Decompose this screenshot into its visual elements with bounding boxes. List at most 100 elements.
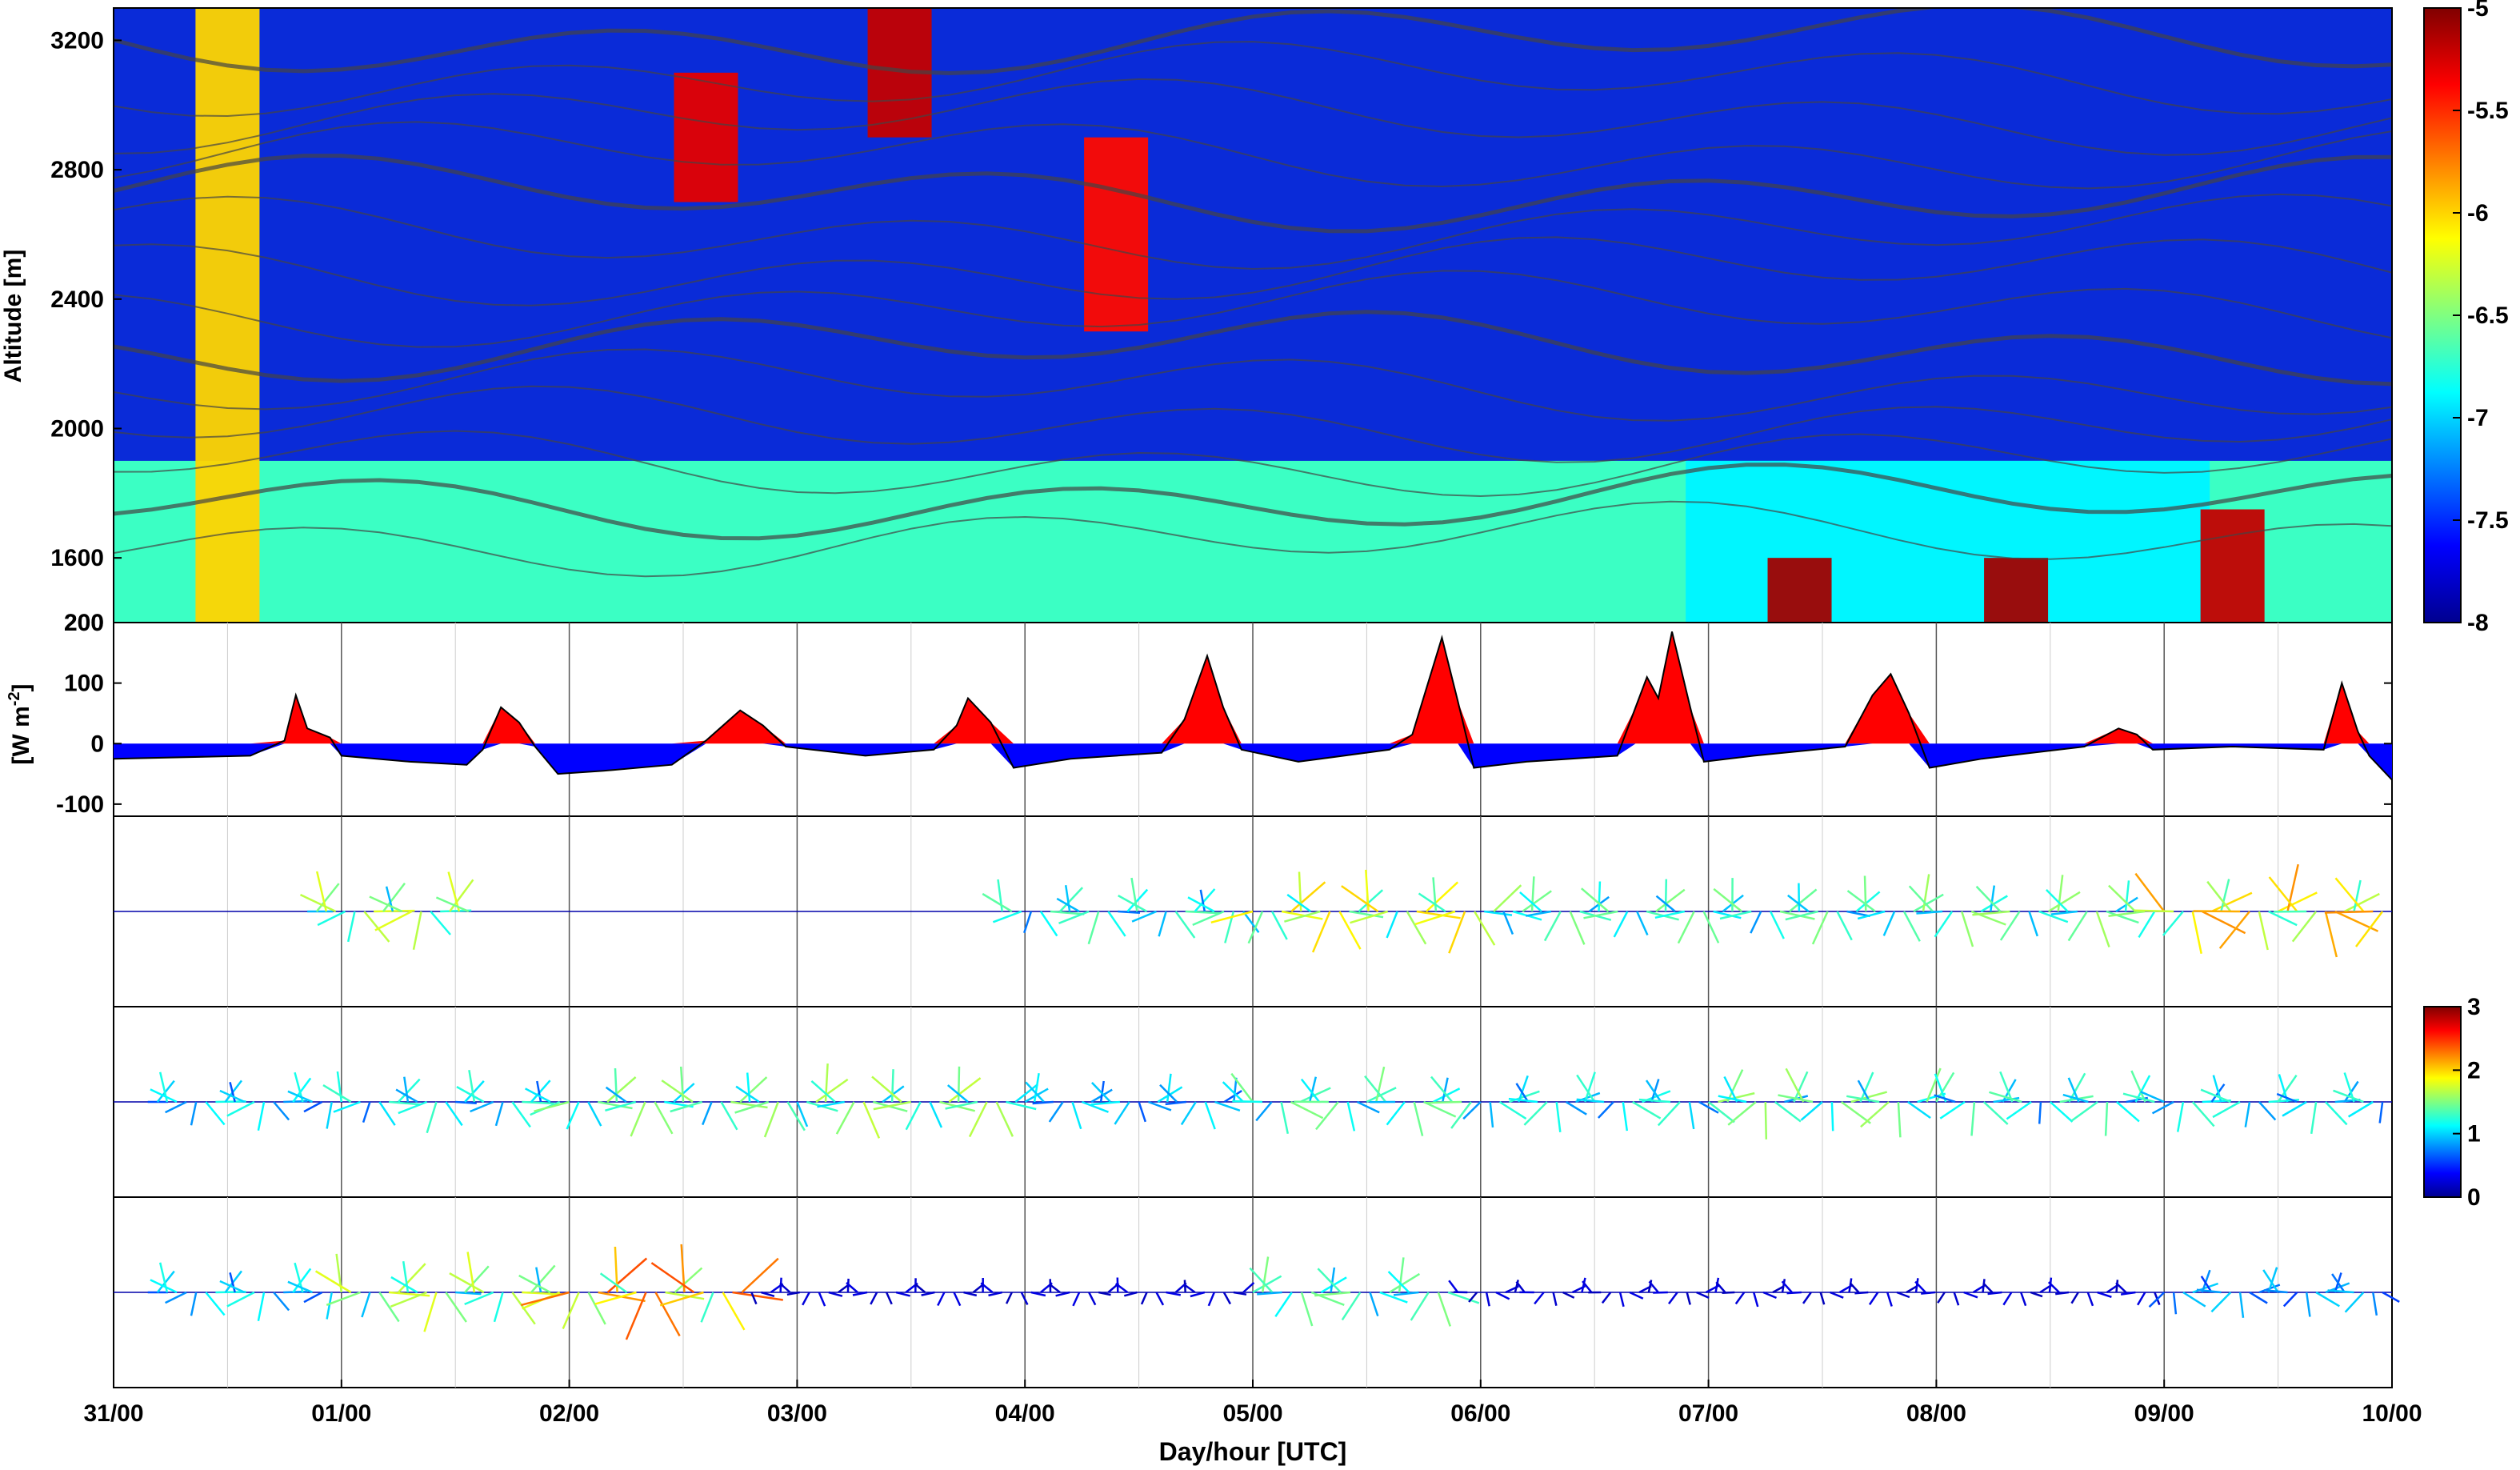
- altitude-contour-panel: [113, 7, 2393, 623]
- wind-vector: [2238, 1292, 2245, 1318]
- wind-vector: [1632, 1100, 1662, 1120]
- time-tick-label: 06/00: [1450, 1400, 1510, 1427]
- wind-vector: [2212, 1100, 2241, 1119]
- wind-vector: [1014, 1083, 1038, 1103]
- wind-vector: [388, 1100, 422, 1106]
- wind-vector: [303, 1291, 323, 1304]
- flux-tick-label: -100: [56, 791, 104, 818]
- wind-vector: [2378, 1101, 2384, 1124]
- wind-vector: [1650, 1079, 1660, 1103]
- wind-vector: [746, 1072, 751, 1103]
- wind-vector: [1413, 1101, 1424, 1136]
- wind-vector: [445, 1292, 467, 1323]
- wind-vector: [1613, 911, 1629, 938]
- wind-vector: [287, 1090, 313, 1104]
- wind-vector: [395, 1088, 418, 1104]
- wind-vector: [1576, 1098, 1605, 1104]
- wind-vector: [1713, 910, 1742, 919]
- wind-vector: [2331, 1273, 2346, 1293]
- flux-y-axis: 200 100 0 -100: [56, 610, 2392, 818]
- wind-vector: [2049, 1101, 2074, 1123]
- wind-vector: [2268, 910, 2298, 927]
- concentration-feature: [2200, 509, 2265, 623]
- wind-vector: [1999, 1071, 2014, 1103]
- wind-vector: [2020, 1292, 2027, 1307]
- wind-vector: [1582, 1280, 1593, 1293]
- contour-line: [114, 78, 2392, 156]
- wind-vector: [2286, 863, 2299, 912]
- wind-vector: [470, 1100, 494, 1113]
- wind-vector: [1970, 1101, 1976, 1136]
- colorbar-tick-label: 2: [2467, 1057, 2481, 1083]
- wind-vector: [1601, 1292, 1612, 1304]
- wind-vector: [1714, 1277, 1720, 1293]
- wind-vector: [2047, 891, 2081, 913]
- wind-vector: [1762, 1291, 1777, 1300]
- wind-vector: [535, 1267, 542, 1293]
- wind-vector: [1989, 1091, 2022, 1104]
- wind-vector: [1781, 1280, 1793, 1293]
- wind-vector: [1798, 883, 1801, 912]
- wind-vector: [1584, 1071, 1596, 1103]
- wind-vector: [953, 1292, 962, 1307]
- wind-vector: [1158, 911, 1167, 937]
- wind-vector: [1375, 1066, 1386, 1103]
- wind-vector: [1848, 1278, 1853, 1293]
- wind-vector: [1854, 1291, 1869, 1295]
- wind-vector: [1406, 911, 1427, 945]
- wind-vector: [1286, 893, 1312, 913]
- wind-vector: [1049, 1284, 1061, 1293]
- wind-vector: [1274, 1292, 1293, 1318]
- wind-vector: [1896, 1291, 1910, 1299]
- wind-vector: [1522, 890, 1552, 913]
- wind-vector: [1882, 911, 1896, 936]
- wind-vector: [423, 1292, 438, 1332]
- wind-vector: [1489, 1101, 1494, 1128]
- wind-vector: [1126, 888, 1149, 912]
- time-tick-label: 02/00: [539, 1400, 599, 1427]
- wind-vector: [1207, 1292, 1215, 1307]
- wind-vector: [1006, 1100, 1037, 1111]
- wind-vector: [1855, 891, 1881, 912]
- wind-vector: [1430, 1075, 1454, 1103]
- wind-vector: [229, 1081, 236, 1103]
- wind-vector: [1071, 1101, 1082, 1130]
- wind-vector: [1498, 1100, 1527, 1120]
- wind-vector: [2055, 1291, 2070, 1296]
- wind-vector: [2030, 1291, 2043, 1298]
- wind-vector: [1583, 910, 1618, 919]
- wind-vector: [1450, 1101, 1472, 1129]
- wind-vector: [1576, 1074, 1596, 1103]
- wind-vector: [870, 1292, 878, 1305]
- wind-vector: [1338, 911, 1362, 950]
- wind-vector: [625, 1292, 647, 1340]
- wind-vector: [1349, 910, 1384, 919]
- wind-vector: [929, 1101, 943, 1128]
- wind-vector: [2120, 1291, 2136, 1296]
- wind-vector: [1726, 1069, 1744, 1103]
- wind-vector: [2249, 1291, 2268, 1304]
- flux-tick-label: 0: [90, 731, 104, 757]
- wind-vector: [1552, 1292, 1558, 1306]
- wind-vector: [2202, 910, 2246, 935]
- wind-vector: [362, 1101, 371, 1123]
- wind-vector: [1688, 1101, 1695, 1130]
- wind-vector: [802, 1292, 810, 1306]
- wind-vector: [786, 1101, 806, 1132]
- wind-vector: [980, 1282, 994, 1293]
- wind-vector: [1199, 889, 1206, 912]
- wind-vector: [2324, 910, 2374, 914]
- wind-vector: [1257, 1291, 1282, 1296]
- wind-vector: [761, 1291, 775, 1297]
- wind-vector: [2220, 879, 2230, 912]
- altitude-axis-label: Altitude [m]: [0, 250, 26, 383]
- wind-vector: [1369, 1292, 1379, 1316]
- wind-vector: [650, 1262, 695, 1294]
- colorbar-tick-label: -7: [2467, 405, 2489, 431]
- wind-vector: [1802, 1292, 1812, 1304]
- wind-vector: [1448, 1280, 1459, 1293]
- wind-vector: [190, 1101, 198, 1126]
- wind-vector: [326, 1292, 333, 1320]
- wind-vector: [273, 1101, 290, 1121]
